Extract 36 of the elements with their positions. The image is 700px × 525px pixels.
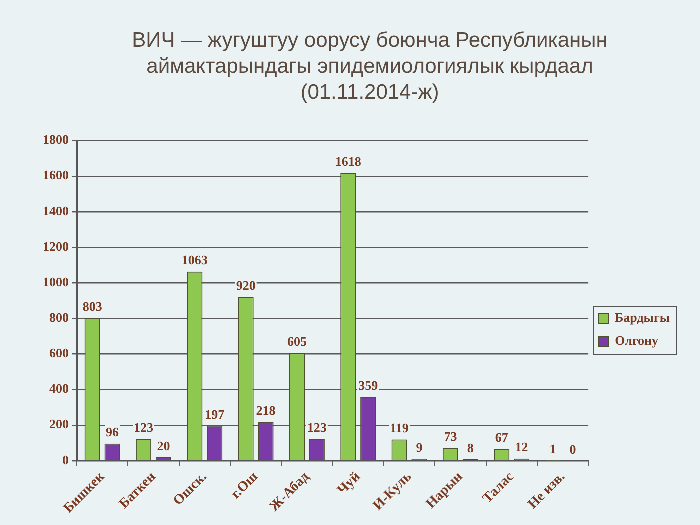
data-label: 0 <box>570 442 576 457</box>
y-tick-label: 400 <box>50 381 69 396</box>
y-tick-label: 800 <box>50 310 69 326</box>
data-label: 8 <box>467 440 474 456</box>
data-label: 1618 <box>335 154 362 170</box>
data-label: 605 <box>287 334 308 350</box>
data-label: 1 <box>550 442 556 457</box>
y-tick-label: 200 <box>50 416 69 432</box>
y-tick-label: 600 <box>50 346 69 361</box>
y-tick-label: 0 <box>62 452 69 468</box>
data-label: 803 <box>82 298 103 314</box>
y-tick-label: 1800 <box>43 132 69 148</box>
y-tick-label: 1600 <box>43 168 69 183</box>
data-label: 359 <box>358 378 379 393</box>
chart-title: ВИЧ — жугуштуу оорусу боюнча Республиканын аймактарындагы эпидемиологиялык кырдаал <box>131 28 609 80</box>
data-label: 1063 <box>182 252 208 268</box>
data-label: 96 <box>106 424 120 440</box>
data-label: 20 <box>157 438 170 454</box>
data-label: 12 <box>515 440 528 455</box>
data-label: 123 <box>134 420 154 435</box>
y-tick-label: 1400 <box>43 203 69 218</box>
data-label: 73 <box>444 428 458 444</box>
data-label: 119 <box>390 420 410 436</box>
legend-label: Бардыгы <box>615 310 670 325</box>
data-label: 123 <box>307 420 328 435</box>
x-tick-label: Не изв. <box>526 470 568 512</box>
data-label: 218 <box>256 403 276 418</box>
legend-label: Олгону <box>615 332 660 348</box>
y-tick-label: 1200 <box>43 238 69 254</box>
y-tick-label: 1000 <box>43 274 69 290</box>
data-label: 197 <box>205 406 226 422</box>
data-label: 920 <box>236 278 256 294</box>
data-label: 9 <box>416 440 424 456</box>
x-tick-label: Чуй <box>335 470 364 498</box>
data-label: 67 <box>495 430 509 445</box>
chart-subtitle: (01.11.2014-ж) <box>300 80 440 106</box>
